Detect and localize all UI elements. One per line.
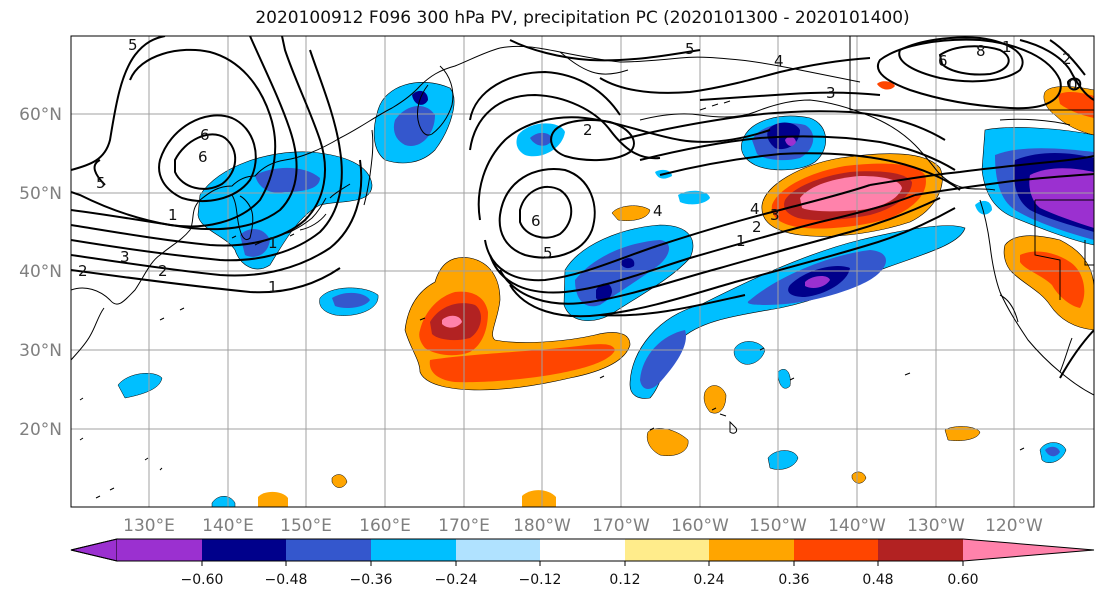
lon-label: 160°E (359, 516, 411, 536)
colorbar-segment (117, 539, 202, 561)
lon-label: 120°W (985, 516, 1043, 536)
lon-label: 180°W (513, 516, 571, 536)
colorbar-tick-label: −0.48 (265, 572, 308, 588)
contour-labels: 5 5 6 6 1 3 2 1 2 1 5 2 4 3 6 5 4 4 3 2 … (78, 36, 1078, 296)
lon-label: 150°E (280, 516, 332, 536)
colorbar-tick-label: 0.12 (609, 572, 640, 588)
lon-label: 170°E (438, 516, 490, 536)
contour-label: 2 (78, 262, 88, 280)
colorbar-tick-label: 0.36 (778, 572, 809, 588)
colorbar-tick-label: 0.60 (947, 572, 978, 588)
colorbar-extend-low (70, 538, 118, 562)
contour-label: 6 (938, 52, 948, 70)
colorbar-segment (286, 539, 371, 561)
colorbar-tick-label: 0.48 (862, 572, 893, 588)
contour-label: 1 (168, 206, 178, 224)
colorbar-tick-label: −0.60 (181, 572, 224, 588)
colorbar-tick-label: −0.12 (519, 572, 562, 588)
map-frame (70, 35, 1095, 508)
lon-label: 140°E (202, 516, 254, 536)
latitude-labels: 60°N 50°N 40°N 30°N 20°N (19, 105, 62, 440)
lat-label: 50°N (19, 184, 62, 204)
lon-label: 130°W (907, 516, 965, 536)
pv-contours (71, 36, 1094, 379)
map-title: 2020100912 F096 300 hPa PV, precipitatio… (255, 8, 910, 28)
contour-label: 6 (200, 126, 210, 144)
precip-positive-fills (258, 81, 1094, 507)
contour-label: 3 (770, 206, 780, 224)
contour-label: 2 (752, 218, 762, 236)
lat-label: 30°N (19, 341, 62, 361)
contour-label: 0 (1068, 76, 1078, 94)
colorbar-segment (794, 539, 878, 561)
colorbar: −0.60 −0.48 −0.36 −0.24 −0.12 0.12 0.24 … (70, 538, 1095, 588)
lon-label: 160°W (671, 516, 729, 536)
colorbar-extend-high (963, 539, 1094, 561)
coastlines (71, 36, 1094, 499)
longitude-labels: 130°E 140°E 150°E 160°E 170°E 180°W 170°… (123, 516, 1043, 536)
contour-label: 2 (158, 262, 168, 280)
precip-negative-fills (117, 81, 1094, 507)
contour-label: 6 (531, 212, 541, 230)
contour-label: 2 (583, 121, 593, 139)
contour-label: 4 (750, 200, 760, 218)
lat-label: 60°N (19, 105, 62, 125)
lon-label: 130°E (123, 516, 175, 536)
lon-label: 170°W (592, 516, 650, 536)
contour-label: 1 (736, 232, 746, 250)
contour-label: 2 (1062, 50, 1072, 68)
contour-label: 3 (826, 84, 836, 102)
lat-label: 20°N (19, 420, 62, 440)
contour-label: 6 (198, 148, 208, 166)
contour-label: 5 (543, 244, 553, 262)
contour-label: 5 (128, 36, 138, 54)
colorbar-segment (540, 539, 625, 561)
contour-label: 3 (120, 248, 130, 266)
contour-label: 4 (653, 202, 663, 220)
colorbar-tick-label: −0.24 (435, 572, 478, 588)
colorbar-tick-label: 0.24 (693, 572, 724, 588)
colorbar-segment (371, 539, 456, 561)
colorbar-tick-label: −0.36 (350, 572, 393, 588)
colorbar-segment (456, 539, 540, 561)
contour-label: 5 (685, 40, 695, 58)
contour-label: 5 (96, 174, 106, 192)
contour-label: 8 (976, 42, 986, 60)
lat-label: 40°N (19, 262, 62, 282)
colorbar-segment (625, 539, 709, 561)
lon-label: 150°W (749, 516, 807, 536)
colorbar-segment (709, 539, 794, 561)
contour-label: 1 (1002, 38, 1012, 56)
colorbar-segment (878, 539, 963, 561)
contour-label: 1 (268, 234, 278, 252)
lon-label: 140°W (828, 516, 886, 536)
contour-label: 1 (268, 278, 278, 296)
contour-label: 4 (774, 52, 784, 70)
colorbar-segment (202, 539, 286, 561)
